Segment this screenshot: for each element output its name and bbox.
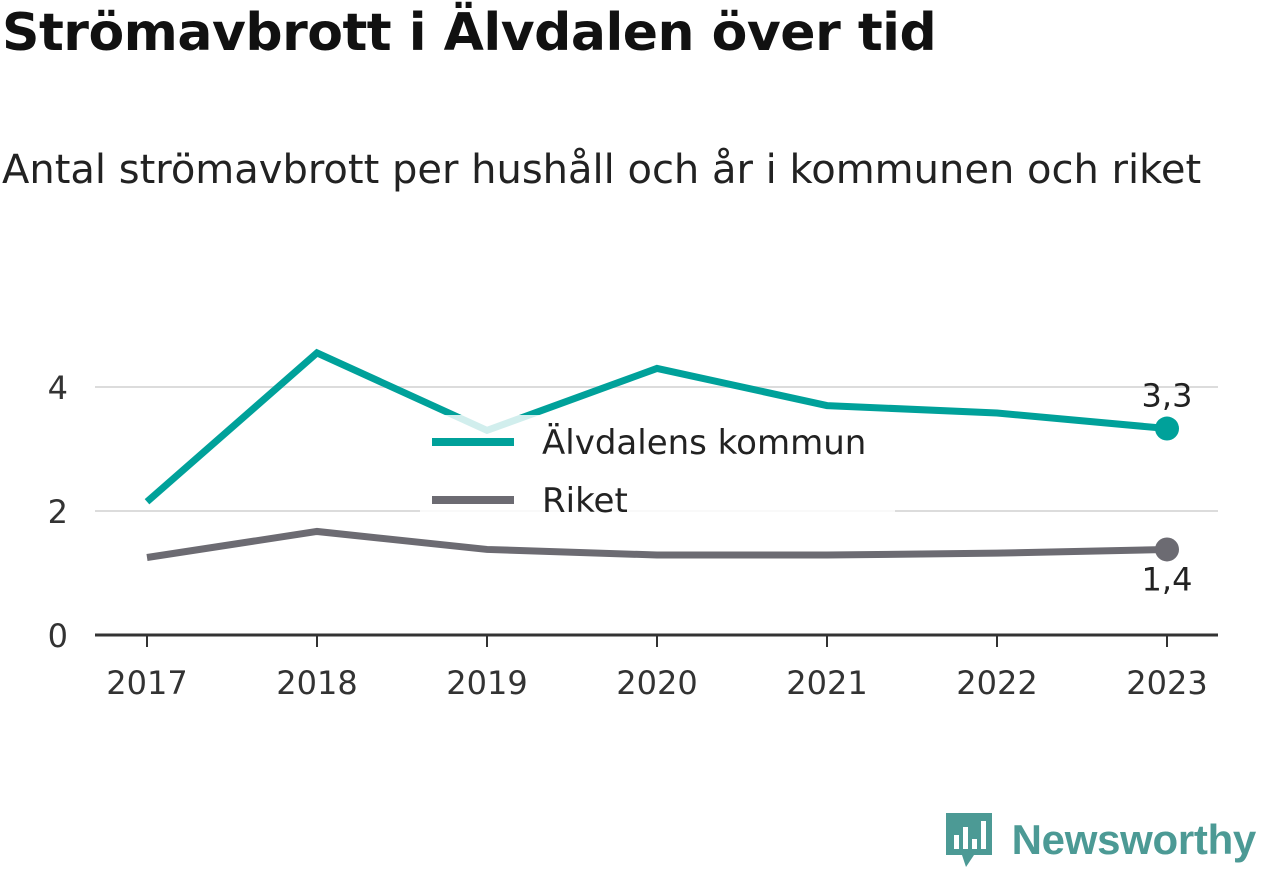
series-end-point: [1155, 416, 1179, 441]
x-tick-label: 2022: [956, 664, 1037, 702]
y-tick-label: 2: [48, 493, 68, 531]
x-tick-label: 2017: [106, 664, 187, 702]
legend-label: Älvdalens kommun: [542, 423, 866, 463]
x-tick-label: 2020: [616, 664, 697, 702]
series-line-riket: [146, 527, 1168, 561]
y-tick-label: 4: [48, 369, 68, 407]
x-tick-label: 2023: [1126, 664, 1207, 702]
brand-logo: Newsworthy: [944, 811, 1256, 869]
x-tick-label: 2019: [446, 664, 527, 702]
series-line-kommun: [144, 348, 1168, 505]
y-tick-label: 0: [48, 617, 68, 655]
chart-subtitle: Antal strömavbrott per hushåll och år i …: [2, 147, 1202, 193]
series-end-label: 1,4: [1142, 560, 1193, 598]
series-end-label: 3,3: [1142, 377, 1193, 415]
newsworthy-logo-icon: [945, 813, 992, 867]
brand-name: Newsworthy: [1011, 816, 1257, 863]
chart-title: Strömavbrott i Älvdalen över tid: [2, 3, 937, 63]
x-tick-label: 2021: [786, 664, 867, 702]
series-end-point: [1155, 537, 1179, 562]
legend-label: Riket: [542, 481, 628, 521]
x-tick-label: 2018: [276, 664, 357, 702]
